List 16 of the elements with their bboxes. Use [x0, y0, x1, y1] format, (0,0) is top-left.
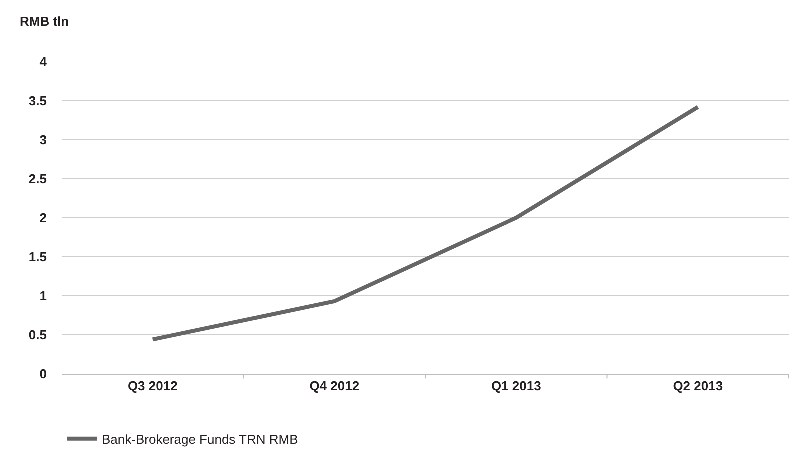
x-tick-label: Q3 2012 [128, 378, 178, 394]
x-tick-label: Q4 2012 [310, 378, 360, 394]
y-tick-label: 2.5 [28, 172, 47, 187]
y-tick-label: 1.5 [28, 250, 47, 265]
x-tick-label: Q2 2013 [673, 378, 724, 394]
line-series [150, 105, 700, 342]
y-tick-label: 3.5 [28, 94, 47, 109]
x-tick-label: Q1 2013 [491, 378, 542, 394]
y-tick-label: 1 [40, 288, 47, 304]
y-tick-label: 0 [40, 366, 47, 382]
legend-label: Bank-Brokerage Funds TRN RMB [102, 432, 298, 447]
y-axis-title: RMB tln [20, 14, 70, 29]
y-tick-label: 3 [40, 132, 47, 148]
y-tick-label: 2 [40, 210, 47, 226]
y-tick-label: 0.5 [28, 328, 47, 343]
y-tick-label: 4 [40, 54, 48, 70]
